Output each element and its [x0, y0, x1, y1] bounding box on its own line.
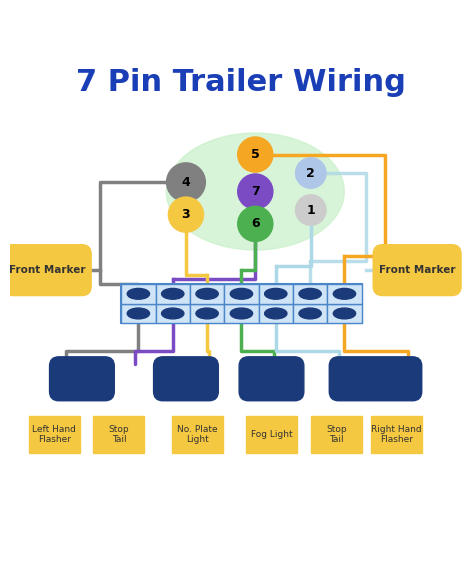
- Text: 4: 4: [182, 176, 191, 189]
- Bar: [259, 284, 293, 304]
- Circle shape: [238, 137, 273, 172]
- Circle shape: [238, 206, 273, 241]
- Bar: [121, 304, 155, 323]
- Text: 6: 6: [251, 218, 260, 231]
- Ellipse shape: [230, 289, 253, 299]
- FancyBboxPatch shape: [329, 357, 422, 401]
- FancyBboxPatch shape: [93, 416, 145, 453]
- Text: 2: 2: [306, 166, 315, 179]
- Ellipse shape: [162, 289, 184, 299]
- Bar: [190, 284, 224, 304]
- Ellipse shape: [196, 308, 218, 319]
- Text: 7 Pin Trailer Wiring: 7 Pin Trailer Wiring: [76, 68, 406, 97]
- FancyBboxPatch shape: [371, 416, 422, 453]
- Ellipse shape: [127, 308, 150, 319]
- Bar: [224, 284, 259, 304]
- Ellipse shape: [264, 308, 287, 319]
- Ellipse shape: [299, 289, 321, 299]
- Bar: [328, 304, 362, 323]
- Bar: [293, 284, 328, 304]
- FancyBboxPatch shape: [246, 416, 297, 453]
- Bar: [224, 304, 259, 323]
- Bar: [121, 284, 155, 304]
- Text: 3: 3: [182, 208, 190, 221]
- Text: Fog Light: Fog Light: [251, 430, 292, 438]
- FancyBboxPatch shape: [50, 357, 114, 401]
- Circle shape: [295, 195, 326, 225]
- Circle shape: [166, 163, 205, 202]
- Text: 5: 5: [251, 148, 260, 161]
- Text: No. Plate
Light: No. Plate Light: [177, 424, 218, 444]
- Ellipse shape: [230, 308, 253, 319]
- Bar: [155, 284, 190, 304]
- Bar: [259, 304, 293, 323]
- FancyBboxPatch shape: [154, 357, 219, 401]
- FancyBboxPatch shape: [3, 245, 91, 295]
- FancyBboxPatch shape: [373, 245, 461, 295]
- Ellipse shape: [299, 308, 321, 319]
- FancyBboxPatch shape: [121, 284, 362, 323]
- Text: Left Hand
Flasher: Left Hand Flasher: [32, 424, 76, 444]
- Text: Front Marker: Front Marker: [9, 265, 85, 275]
- Bar: [190, 304, 224, 323]
- Text: Front Marker: Front Marker: [379, 265, 456, 275]
- Circle shape: [168, 197, 203, 232]
- Ellipse shape: [333, 308, 356, 319]
- Ellipse shape: [127, 289, 150, 299]
- FancyBboxPatch shape: [172, 416, 223, 453]
- FancyBboxPatch shape: [239, 357, 304, 401]
- Bar: [328, 284, 362, 304]
- Bar: [293, 304, 328, 323]
- Circle shape: [295, 158, 326, 188]
- FancyBboxPatch shape: [29, 416, 80, 453]
- Ellipse shape: [264, 289, 287, 299]
- Ellipse shape: [166, 133, 344, 250]
- Text: Right Hand
Flasher: Right Hand Flasher: [371, 424, 422, 444]
- Ellipse shape: [333, 289, 356, 299]
- Circle shape: [238, 174, 273, 209]
- Text: Stop
Tail: Stop Tail: [326, 424, 346, 444]
- FancyBboxPatch shape: [311, 416, 362, 453]
- Text: Stop
Tail: Stop Tail: [109, 424, 129, 444]
- Text: 1: 1: [306, 203, 315, 216]
- Bar: [155, 304, 190, 323]
- Ellipse shape: [196, 289, 218, 299]
- Ellipse shape: [162, 308, 184, 319]
- Text: 7: 7: [251, 185, 260, 198]
